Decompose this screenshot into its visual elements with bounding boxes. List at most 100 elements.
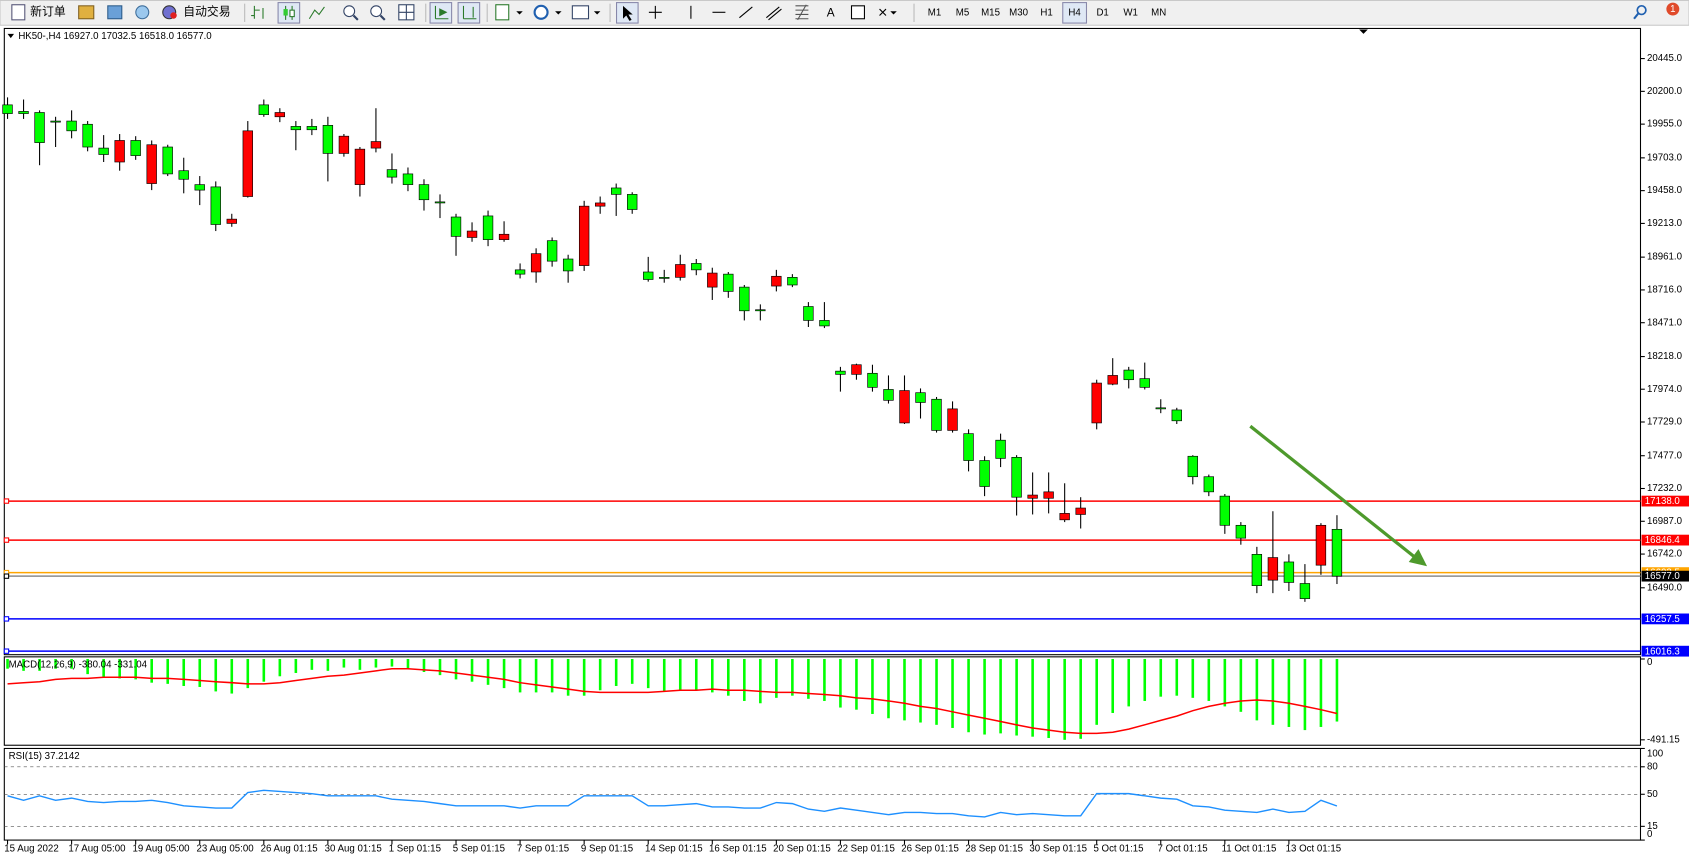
candle-body: [723, 273, 734, 292]
histogram-bar: [1255, 658, 1259, 721]
dropdown-arrow[interactable]: [593, 11, 601, 15]
histogram-bar: [967, 658, 970, 733]
y-tick-label: 20445.0: [1647, 53, 1683, 64]
level-marker: [3, 616, 10, 622]
candle-body: [883, 389, 894, 401]
candle-body: [979, 460, 990, 487]
line-chart-icon[interactable]: [308, 6, 325, 20]
dropdown-arrow[interactable]: [890, 11, 897, 15]
candle-icon-pressed[interactable]: [277, 2, 301, 24]
histogram-bar: [1335, 658, 1339, 722]
channel-icon[interactable]: [766, 6, 782, 21]
histogram-bar: [166, 658, 170, 684]
timeframe-button[interactable]: H1: [1040, 7, 1052, 18]
periods-icon[interactable]: [533, 4, 549, 20]
histogram-bar: [710, 658, 714, 693]
histogram-bar: [983, 658, 986, 735]
candle-body: [1059, 513, 1070, 521]
level-label: 17138.0: [1645, 496, 1681, 507]
histogram-bar: [550, 658, 554, 693]
candle-body: [546, 240, 558, 262]
candle-body: [1299, 583, 1311, 599]
candle-body: [819, 320, 830, 327]
histogram-bar: [294, 658, 298, 673]
alerts-badge[interactable]: [1666, 2, 1680, 16]
crosshair-icon[interactable]: [648, 5, 662, 19]
chart-shift-icon[interactable]: [457, 2, 481, 24]
timeframe-button[interactable]: D1: [1096, 7, 1108, 18]
histogram-bar: [919, 658, 922, 723]
candle-body: [338, 135, 350, 154]
y-tick-label: 20200.0: [1647, 86, 1683, 97]
histogram-bar: [6, 658, 9, 669]
histogram-bar: [614, 658, 618, 686]
button-label: 新订单: [30, 4, 66, 18]
toolbar: 新订单 自动交易: [0, 0, 1689, 26]
histogram-bar: [694, 658, 698, 691]
x-tick-label: 9 Sep 01:15: [581, 843, 633, 854]
symbol-menu-arrow[interactable]: [7, 33, 15, 39]
auto-trading-button[interactable]: 自动交易: [162, 4, 231, 20]
pane-title: MACD(12,26,9) -380.04 -331.04: [9, 659, 148, 670]
dropdown-arrow[interactable]: [516, 11, 523, 15]
histogram-bar: [855, 658, 858, 710]
timeframe-button[interactable]: M5: [956, 7, 969, 18]
shift-marker[interactable]: [1359, 29, 1368, 34]
candle-body: [498, 233, 510, 240]
new-order-button[interactable]: 新订单: [11, 4, 66, 21]
trendline-icon[interactable]: [739, 6, 753, 19]
timeframe-button[interactable]: M15: [981, 7, 1000, 18]
timeframe-button[interactable]: M1: [928, 7, 941, 18]
candle-body: [1155, 407, 1166, 410]
histogram-bar: [22, 658, 25, 671]
templates-icon[interactable]: [571, 5, 590, 20]
icon[interactable]: [78, 5, 95, 20]
timeframe-button[interactable]: MN: [1151, 7, 1166, 18]
timeframe-button[interactable]: W1: [1123, 7, 1138, 18]
bar-chart-icon[interactable]: [251, 5, 264, 19]
dropdown-arrow[interactable]: [555, 11, 562, 15]
x-tick-label: 5 Sep 01:15: [453, 843, 505, 854]
candle-body: [835, 370, 846, 375]
icon[interactable]: [135, 5, 150, 20]
candle-icon: [289, 9, 295, 18]
candle-body: [1267, 557, 1279, 581]
candle-body: [899, 390, 910, 424]
level-label: 16577.0: [1645, 571, 1681, 582]
candle-body: [1075, 507, 1086, 515]
search-icon[interactable]: [1636, 4, 1647, 16]
arrows-icon[interactable]: [879, 8, 887, 16]
main-pane: [3, 27, 1642, 656]
alerts-count: 1: [1670, 4, 1675, 15]
fibo-icon[interactable]: [795, 4, 809, 21]
histogram-bar: [887, 658, 890, 719]
histogram-bar: [70, 658, 73, 669]
icon[interactable]: [107, 5, 123, 20]
x-tick-label: 22 Sep 01:15: [837, 843, 895, 854]
zoom-out-icon[interactable]: [370, 5, 383, 18]
candle-body: [963, 433, 974, 461]
label-icon[interactable]: [850, 5, 865, 20]
indicators-icon[interactable]: [495, 4, 510, 21]
level-label-bg: [1641, 613, 1689, 625]
candle-body: [755, 309, 766, 312]
candle-body: [803, 306, 814, 321]
timeframe-button[interactable]: H4: [1068, 7, 1081, 18]
y-tick-label: 17477.0: [1647, 450, 1683, 461]
y-tick-label: 19955.0: [1647, 119, 1683, 130]
histogram-bar: [182, 658, 186, 686]
histogram-bar: [342, 658, 346, 668]
histogram-bar: [1207, 658, 1211, 701]
zoom-in-icon[interactable]: [343, 5, 356, 18]
y-tick-label: 18218.0: [1647, 351, 1683, 362]
candle-body: [66, 120, 77, 132]
x-tick-label: 28 Sep 01:15: [965, 843, 1023, 854]
x-tick-label: 1 Sep 01:15: [389, 843, 441, 854]
histogram-bar: [118, 658, 121, 679]
candle-body: [1187, 455, 1198, 478]
y-tick-label: 18961.0: [1647, 252, 1683, 263]
arrow-annotation: [1249, 424, 1428, 567]
timeframe-button[interactable]: M30: [1009, 7, 1028, 18]
candle-body: [18, 111, 29, 114]
text-tool[interactable]: A: [827, 5, 835, 19]
